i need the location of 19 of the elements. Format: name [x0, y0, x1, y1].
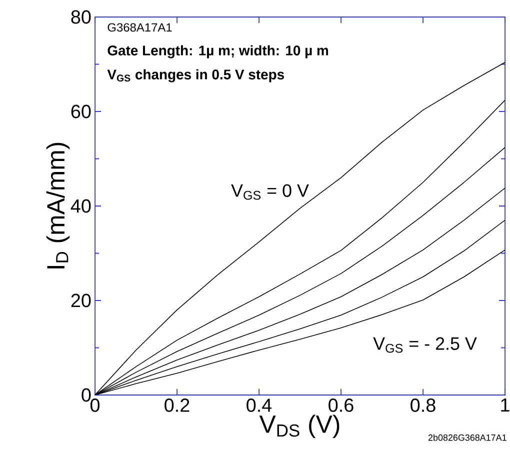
- annotation: G368A17A1: [108, 23, 172, 32]
- y-tick-label: 60: [71, 104, 91, 118]
- x-tick-label: 0.4: [246, 398, 272, 412]
- text: V$_{GS}$ changes in 0.5 V steps: [107, 69, 284, 82]
- annotation: Gate Length: 1µ m; width: 10 µ m: [108, 45, 328, 58]
- y-tick-label: 0: [82, 388, 91, 402]
- y-axis-title: I$_{D}$ (mA/mm): [46, 142, 70, 268]
- x-tick-label: 0.6: [328, 398, 354, 412]
- x-tick-label: 0.8: [410, 398, 436, 412]
- x-tick-label: 0: [90, 398, 100, 412]
- y-tick-label: 80: [71, 10, 91, 24]
- x-tick-label: 1: [501, 398, 510, 412]
- x-axis-title: V$_{DS}$ (V): [259, 414, 340, 438]
- x-tick-label: 0.2: [164, 398, 190, 412]
- text: 2b0826G368A17A1: [428, 434, 506, 441]
- annotation: V$_{GS}$ = 0 V: [231, 184, 309, 200]
- annotation: V$_{GS}$ = - 2.5 V: [373, 337, 477, 353]
- y-tick-label: 20: [71, 294, 91, 308]
- y-tick-label: 40: [70, 199, 91, 213]
